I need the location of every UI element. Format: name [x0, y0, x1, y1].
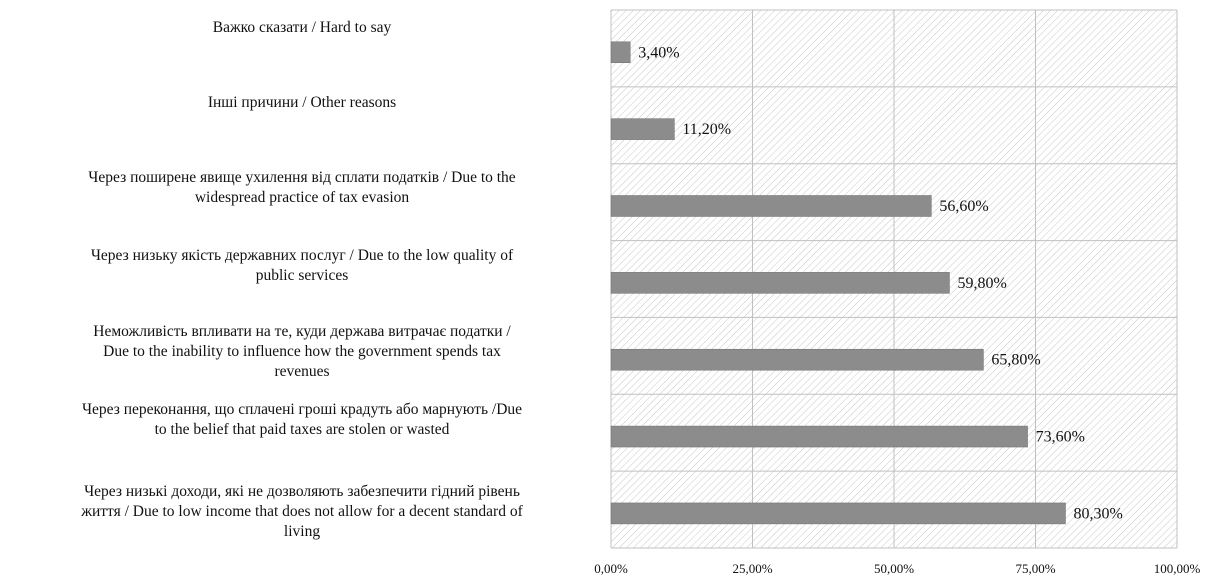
x-tick-label: 75,00% [1015, 561, 1055, 576]
bar-value-label: 56,60% [939, 198, 988, 215]
bar [610, 118, 675, 140]
category-label: Через поширене явище ухилення від сплати… [88, 169, 516, 206]
bar-value-label: 80,30% [1073, 505, 1122, 522]
bar-value-label: 11,20% [682, 121, 731, 138]
bar [610, 41, 631, 64]
category-label: Інші причини / Other reasons [207, 94, 397, 111]
x-tick-label: 25,00% [732, 561, 772, 576]
category-label: Через переконання, що сплачені гроші кра… [81, 401, 523, 438]
bar-value-label: 73,60% [1036, 429, 1085, 446]
bar [610, 425, 1028, 448]
category-label: Важко сказати / Hard to say [212, 19, 392, 36]
x-axis-ticks: 0,00% 25,00% 50,00% 75,00% 100,00% [594, 561, 1200, 576]
x-tick-label: 100,00% [1154, 561, 1201, 576]
bar-value-label: 59,80% [957, 275, 1006, 292]
category-label: Через низьку якість державних послуг / D… [90, 247, 514, 284]
x-tick-label: 50,00% [874, 561, 914, 576]
category-label: Через низькі доходи, які не дозволяють з… [81, 483, 523, 540]
bar-value-label: 65,80% [991, 352, 1040, 369]
bar-value-label: 3,40% [638, 44, 679, 61]
x-tick-label: 0,00% [594, 561, 628, 576]
value-labels: 3,40% 11,20% 56,60% 59,80% 65,80% 73,60% 80,30… [638, 44, 1123, 522]
bar [610, 348, 984, 371]
category-label: Неможливість впливати на те, куди держав… [93, 323, 511, 380]
bars [610, 41, 1066, 525]
bar [610, 502, 1066, 525]
bar [610, 195, 932, 217]
bar [610, 272, 950, 294]
